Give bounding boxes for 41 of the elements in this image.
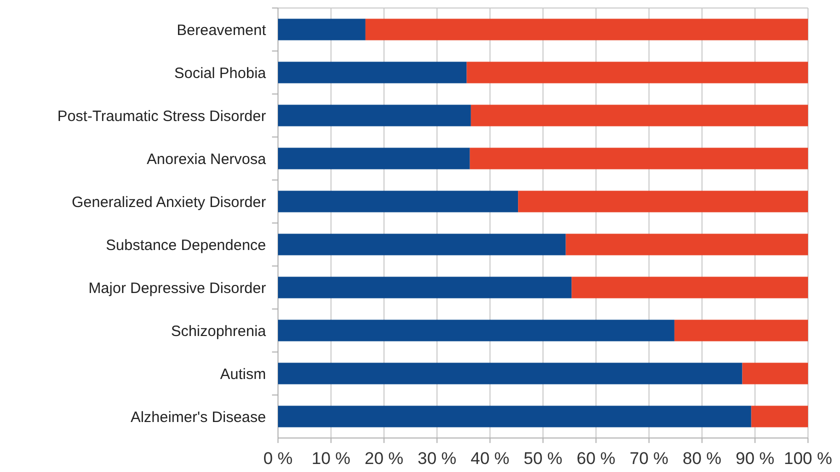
x-tick-label: 10 % [312,449,350,468]
y-tick-label: Social Phobia [174,64,267,82]
y-tick-label: Schizophrenia [170,322,267,340]
bar [470,104,808,126]
y-tick-label: Substance Dependence [106,236,266,254]
bar [278,362,742,384]
x-tick-label: 70 % [630,449,668,468]
bar [674,320,808,342]
bar [742,362,808,384]
x-tick-label: 100 % [784,449,832,468]
y-tick-label: Autism [220,366,266,383]
bar [278,406,752,428]
y-tick-label: Bereavement [176,22,267,39]
bar [278,148,470,170]
bar [566,234,808,256]
x-tick-label: 20 % [364,449,404,468]
bar [278,62,467,84]
bar [278,276,572,298]
x-tick-label: 80 % [682,449,722,468]
x-tick-label: 40 % [470,449,510,468]
bar [278,234,566,256]
bar [572,276,808,298]
bar [751,406,808,428]
bar [466,62,808,84]
bar [518,190,808,212]
bar [470,148,808,170]
bar [278,320,674,342]
y-tick-label: Generalized Anxiety Disorder [72,194,266,211]
x-tick-label: 0 % [263,449,293,468]
y-tick-label: Post-Traumatic Stress Disorder [57,108,266,125]
x-tick-label: 60 % [576,449,616,468]
x-tick-label: 50 % [524,449,562,468]
y-tick-label: Alzheimer's Disease [130,408,266,426]
bar [278,18,366,40]
x-tick-label: 30 % [418,449,456,468]
bar [278,190,518,212]
y-tick-label: Major Depressive Disorder [88,280,266,297]
y-tick-label: Anorexia Nervosa [146,150,267,168]
bar [365,18,808,40]
x-tick-label: 90 % [736,449,774,468]
bar [278,104,471,126]
